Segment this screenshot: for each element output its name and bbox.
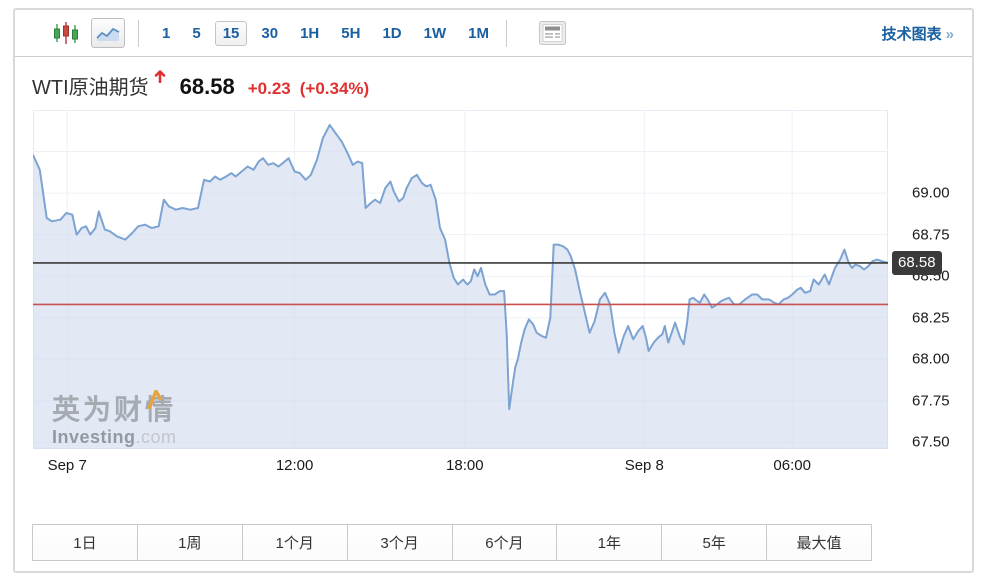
toolbar-divider (138, 19, 139, 47)
toolbar-divider (505, 19, 507, 47)
interval-button-5[interactable]: 5 (192, 24, 201, 42)
y-axis-label: 69.00 (912, 184, 950, 202)
period-button-5[interactable]: 6个月 (451, 525, 557, 560)
x-axis-label: 18:00 (446, 457, 484, 474)
interval-button-1m[interactable]: 1M (468, 24, 489, 42)
period-button-7[interactable]: 5年 (661, 525, 767, 560)
y-axis-label: 68.00 (912, 350, 950, 368)
candlestick-chart-button[interactable] (53, 21, 79, 45)
y-axis-label: 68.75 (912, 226, 950, 244)
y-axis: 69.00 68.75 68.50 68.25 68.00 67.75 67.50 (900, 110, 964, 451)
x-axis: Sep 7 12:00 18:00 Sep 8 06:00 (33, 457, 888, 477)
interval-buttons: 1 5 15 30 1H 5H 1D 1W 1M (151, 20, 500, 46)
news-panel-button[interactable] (538, 21, 566, 45)
last-price: 68.58 (179, 74, 235, 99)
period-button-2[interactable]: 1周 (136, 525, 242, 560)
period-range-selector: 1日 1周 1个月 3个月 6个月 1年 5年 最大值 (32, 524, 872, 561)
technical-chart-link[interactable]: 技术图表» (882, 23, 954, 44)
y-axis-label: 67.75 (912, 392, 950, 410)
double-chevron-right-icon: » (945, 25, 954, 43)
interval-button-30[interactable]: 30 (261, 24, 279, 42)
x-axis-label: 12:00 (275, 457, 314, 474)
period-button-1[interactable]: 1日 (33, 525, 137, 560)
candlestick-chart-icon (54, 22, 78, 44)
line-chart-button[interactable] (91, 18, 125, 48)
interval-button-1w[interactable]: 1W (423, 24, 447, 42)
x-axis-label: Sep 8 (624, 457, 664, 474)
interval-button-1d[interactable]: 1D (382, 24, 402, 42)
y-axis-label: 68.25 (912, 309, 950, 327)
instrument-name: WTI原油期货 (32, 77, 149, 99)
news-panel-icon (538, 21, 566, 45)
interval-button-15[interactable]: 15 (214, 20, 248, 46)
period-button-6[interactable]: 1年 (556, 525, 662, 560)
last-price-badge: 68.58 (892, 250, 942, 275)
interval-button-1h[interactable]: 1H (300, 24, 320, 42)
period-button-3[interactable]: 1个月 (241, 525, 347, 560)
period-button-4[interactable]: 3个月 (346, 525, 452, 560)
chart-region: 69.00 68.75 68.50 68.25 68.00 67.75 67.50 68.5… (33, 110, 968, 482)
chart-toolbar: 1 5 15 30 1H 5H 1D 1W 1M 技术图表» (15, 10, 972, 57)
interval-button-1[interactable]: 1 (162, 24, 171, 42)
x-axis-label: 06:00 (773, 457, 811, 474)
technical-chart-label: 技术图表 (881, 25, 942, 43)
x-axis-label: Sep 7 (47, 457, 87, 474)
quote-header: WTI原油期货 68.58 +0.23 (+0.34%) (32, 69, 972, 100)
chart-widget: 1 5 15 30 1H 5H 1D 1W 1M 技术图表» WTI原油期货 68.58 (13, 8, 974, 573)
up-arrow-icon (154, 69, 166, 88)
price-area-chart[interactable] (33, 110, 888, 449)
price-change-percent: (+0.34%) (299, 79, 370, 98)
price-change: +0.23 (247, 79, 291, 98)
period-button-8[interactable]: 最大值 (766, 525, 871, 560)
y-axis-label: 67.50 (912, 433, 950, 451)
line-chart-icon (96, 27, 120, 41)
interval-button-5h[interactable]: 5H (341, 24, 361, 42)
